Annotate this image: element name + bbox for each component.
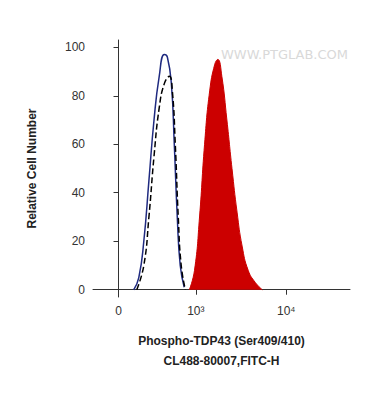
svg-text:100: 100	[65, 40, 85, 54]
svg-text:0: 0	[78, 283, 85, 297]
svg-text:10³: 10³	[187, 304, 204, 318]
svg-text:Phospho-TDP43 (Ser409/410): Phospho-TDP43 (Ser409/410)	[138, 334, 305, 348]
svg-text:60: 60	[72, 137, 86, 151]
svg-text:Relative Cell Number: Relative Cell Number	[25, 108, 39, 228]
svg-text:20: 20	[72, 234, 86, 248]
svg-text:WWW.PTGLAB.COM: WWW.PTGLAB.COM	[221, 47, 348, 62]
svg-text:40: 40	[72, 186, 86, 200]
svg-text:80: 80	[72, 89, 86, 103]
svg-text:10⁴: 10⁴	[277, 304, 296, 318]
svg-text:0: 0	[115, 304, 122, 318]
svg-text:CL488-80007,FITC-H: CL488-80007,FITC-H	[163, 354, 279, 368]
